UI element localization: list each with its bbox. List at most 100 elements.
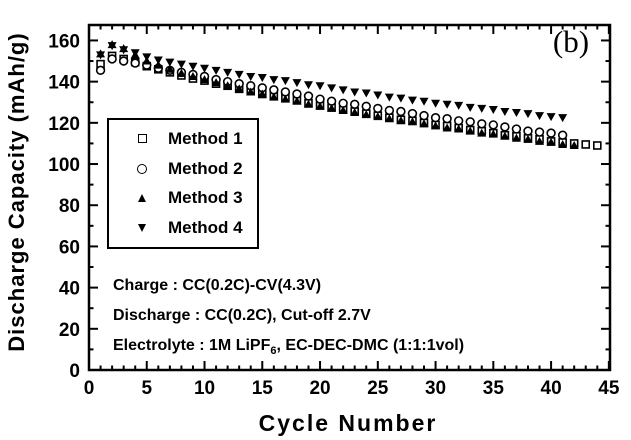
x-tick-label: 20 bbox=[309, 378, 330, 399]
x-tick-label: 30 bbox=[425, 378, 446, 399]
data-point bbox=[511, 124, 522, 134]
data-point bbox=[292, 79, 302, 88]
triangle-up-icon bbox=[136, 194, 148, 203]
data-point bbox=[396, 106, 406, 117]
data-point bbox=[442, 100, 452, 109]
data-point bbox=[176, 68, 186, 77]
data-point bbox=[257, 89, 267, 98]
axis-ticks bbox=[88, 25, 610, 371]
open-circle-icon bbox=[136, 163, 148, 174]
data-point bbox=[118, 56, 129, 66]
data-point bbox=[188, 71, 198, 80]
discharge-annotation: Discharge : CC(0.2C), Cut-off 2.7V bbox=[113, 307, 371, 324]
open-square-icon bbox=[136, 134, 148, 144]
data-point bbox=[142, 53, 152, 62]
data-point bbox=[234, 70, 244, 79]
data-point bbox=[130, 49, 140, 58]
electrolyte-prefix: Electrolyte : 1M LiPF bbox=[113, 337, 271, 354]
data-point bbox=[246, 87, 256, 96]
data-point bbox=[581, 140, 591, 149]
data-point bbox=[546, 137, 556, 146]
data-point bbox=[373, 112, 383, 121]
data-point bbox=[200, 64, 210, 73]
data-point bbox=[430, 112, 441, 123]
data-point bbox=[407, 96, 417, 105]
data-point bbox=[535, 136, 545, 145]
data-point bbox=[477, 128, 487, 137]
y-tick-label: 80 bbox=[59, 196, 80, 217]
data-point bbox=[500, 108, 510, 117]
x-tick-label: 0 bbox=[84, 378, 95, 399]
triangle-up-icon bbox=[138, 194, 146, 203]
legend-box: Method 1 Method 2 Method 3 Method 4 bbox=[107, 118, 259, 249]
data-point bbox=[569, 140, 579, 149]
legend-item-method-4: Method 4 bbox=[109, 215, 257, 241]
data-point bbox=[557, 130, 568, 140]
y-tick-label: 100 bbox=[48, 155, 80, 176]
data-point bbox=[546, 113, 556, 122]
x-tick-label: 40 bbox=[541, 378, 562, 399]
data-point bbox=[338, 86, 348, 95]
data-point bbox=[234, 84, 244, 93]
data-point bbox=[315, 101, 325, 110]
data-point bbox=[419, 97, 429, 106]
x-axis-title: Cycle Number bbox=[258, 410, 438, 436]
x-tick-label: 45 bbox=[598, 378, 620, 399]
electrolyte-subscript: 6 bbox=[270, 345, 277, 358]
data-point bbox=[442, 114, 452, 124]
data-point bbox=[373, 91, 383, 100]
data-point bbox=[454, 101, 464, 110]
x-tick-label: 35 bbox=[483, 378, 505, 399]
data-point bbox=[165, 58, 175, 67]
y-tick-label: 140 bbox=[48, 73, 80, 94]
data-point bbox=[442, 123, 452, 132]
data-point bbox=[223, 81, 233, 90]
data-point bbox=[407, 108, 418, 119]
data-point bbox=[546, 128, 556, 138]
data-point bbox=[384, 114, 394, 123]
x-tick-label: 25 bbox=[367, 378, 389, 399]
data-point bbox=[373, 103, 383, 114]
data-point bbox=[384, 105, 395, 116]
legend-label: Method 4 bbox=[168, 218, 243, 238]
panel-label: (b) bbox=[552, 24, 590, 59]
legend-item-method-2: Method 2 bbox=[109, 156, 257, 182]
data-point bbox=[419, 119, 429, 128]
data-point bbox=[315, 82, 325, 91]
data-point bbox=[107, 42, 117, 51]
open-circle-icon bbox=[137, 163, 147, 174]
electrolyte-annotation: Electrolyte : 1M LiPF6, EC-DEC-DMC (1:1:… bbox=[113, 331, 583, 361]
data-point bbox=[200, 75, 210, 84]
annotation-block: Charge : CC(0.2C)-CV(4.3V) Discharge : C… bbox=[113, 271, 583, 361]
data-point bbox=[465, 103, 475, 112]
data-point bbox=[350, 108, 360, 117]
data-point bbox=[257, 74, 267, 83]
y-tick-label: 60 bbox=[59, 237, 80, 258]
charge-annotation: Charge : CC(0.2C)-CV(4.3V) bbox=[113, 277, 322, 294]
data-point bbox=[523, 134, 533, 143]
data-point bbox=[303, 81, 313, 90]
data-point bbox=[338, 105, 348, 114]
data-point bbox=[327, 103, 337, 112]
x-tick-label: 10 bbox=[194, 378, 215, 399]
data-point bbox=[558, 114, 568, 123]
legend-item-method-1: Method 1 bbox=[109, 126, 257, 152]
data-point bbox=[96, 51, 106, 60]
data-point bbox=[269, 76, 279, 85]
data-point bbox=[153, 56, 163, 65]
data-point bbox=[95, 65, 106, 76]
data-point bbox=[349, 99, 360, 109]
data-point bbox=[488, 129, 498, 138]
x-tick-label: 5 bbox=[141, 378, 152, 399]
data-point bbox=[246, 72, 256, 81]
y-tick-label: 0 bbox=[69, 361, 80, 382]
data-point bbox=[327, 84, 337, 93]
series-method-4 bbox=[96, 42, 568, 123]
data-point bbox=[488, 120, 499, 130]
data-point bbox=[511, 109, 521, 118]
data-point bbox=[558, 139, 568, 148]
data-point bbox=[396, 116, 406, 125]
data-point bbox=[534, 127, 545, 137]
